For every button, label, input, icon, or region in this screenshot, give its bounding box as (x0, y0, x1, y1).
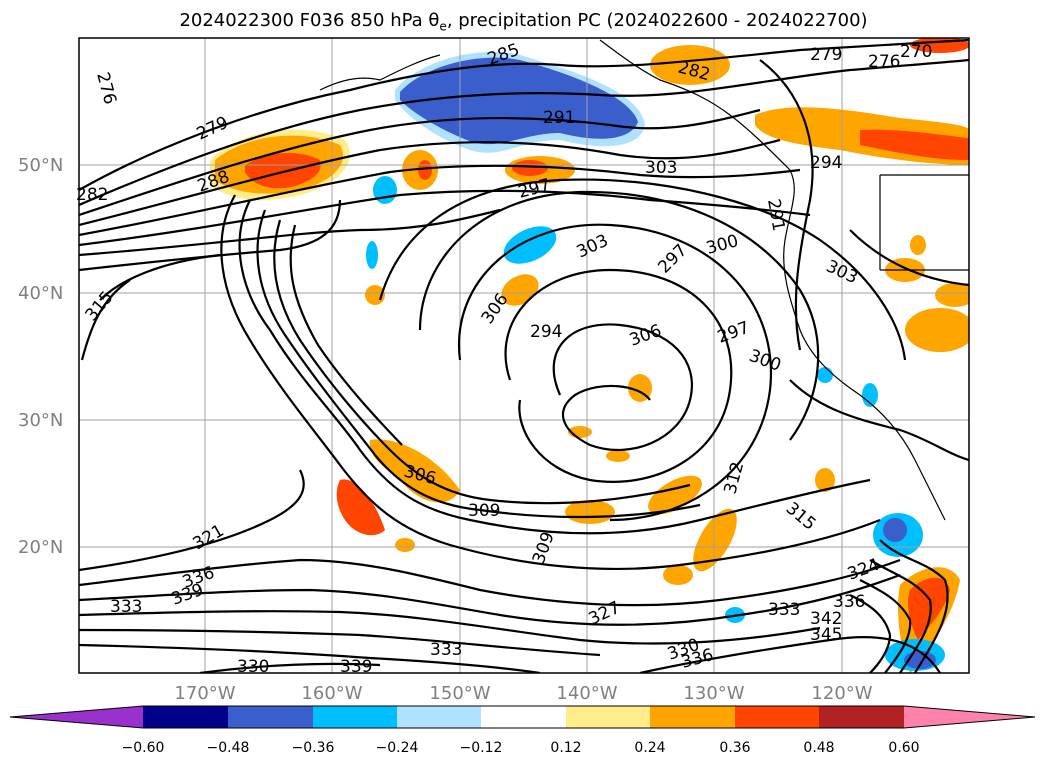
colorbar-tick-label: −0.12 (460, 740, 503, 756)
colorbar-tick-label: 0.12 (550, 740, 581, 756)
colorbar-ticks: −0.60 −0.48 −0.36 −0.24 −0.12 0.12 0.24 … (122, 740, 920, 756)
colorbar-tick-label: −0.36 (292, 740, 335, 756)
contour-label: 291 (543, 108, 575, 128)
lon-label: 140°W (556, 683, 617, 704)
positive-anomaly-region (860, 129, 969, 160)
map-border (78, 37, 970, 674)
positive-anomaly-region (245, 153, 321, 189)
theta-e-contours (79, 38, 969, 673)
positive-anomaly-region (336, 479, 385, 536)
contour-label: 342 (810, 609, 842, 629)
lat-label: 50°N (18, 155, 63, 176)
contour-label: 330 (237, 657, 269, 677)
colorbar-segment (650, 706, 735, 728)
contour-label: 294 (530, 322, 562, 342)
contour-label: 276 (868, 52, 900, 72)
colorbar-segment (143, 706, 228, 728)
colorbar-tick-label: −0.48 (207, 740, 250, 756)
colorbar-segment (735, 706, 819, 728)
lat-label: 20°N (18, 537, 63, 558)
latitude-labels: 50°N 40°N 30°N 20°N (18, 155, 63, 558)
colorbar-extend-max (904, 706, 1035, 728)
contour-label: 303 (645, 158, 677, 178)
colorbar-segment (819, 706, 904, 728)
lon-label: 150°W (429, 683, 490, 704)
contour-label: 270 (900, 42, 932, 62)
lon-label: 160°W (301, 683, 362, 704)
contour-label: 333 (430, 640, 462, 660)
colorbar-segment (313, 706, 397, 728)
colorbar-extend-min (10, 706, 143, 728)
colorbar-segment (397, 706, 481, 728)
positive-anomaly-region (907, 577, 950, 640)
map-title: 2024022300 F036 850 hPa θe, precipitatio… (179, 10, 868, 34)
contour-label: 279 (810, 45, 842, 65)
coastlines (319, 39, 969, 521)
colorbar-outline (9, 705, 1036, 729)
colorbar-tick-label: −0.60 (122, 740, 165, 756)
colorbar-tick-label: 0.24 (634, 740, 665, 756)
contour-label: 294 (810, 153, 842, 173)
colorbar-tick-label: 0.60 (888, 740, 919, 756)
contour-label: 336 (833, 592, 865, 612)
contour-label: 345 (810, 625, 842, 645)
colorbar-segment (228, 706, 313, 728)
lon-label: 130°W (683, 683, 744, 704)
contour-label: 339 (340, 657, 372, 677)
lon-label: 170°W (174, 683, 235, 704)
colorbar-segment (481, 706, 566, 728)
lat-label: 40°N (18, 283, 63, 304)
colorbar-tick-label: 0.36 (719, 740, 750, 756)
lon-label: 120°W (811, 683, 872, 704)
colorbar-tick-label: 0.48 (803, 740, 834, 756)
longitude-labels: 170°W 160°W 150°W 140°W 130°W 120°W (174, 683, 872, 704)
contour-label: 333 (110, 597, 142, 617)
colorbar-tick-label: −0.24 (376, 740, 419, 756)
contour-label: 309 (468, 501, 500, 521)
colorbar-segment (566, 706, 650, 728)
contour-label: 333 (768, 600, 800, 620)
lat-label: 30°N (18, 410, 63, 431)
contour-label: 282 (76, 185, 108, 205)
colorbar (9, 705, 1036, 729)
